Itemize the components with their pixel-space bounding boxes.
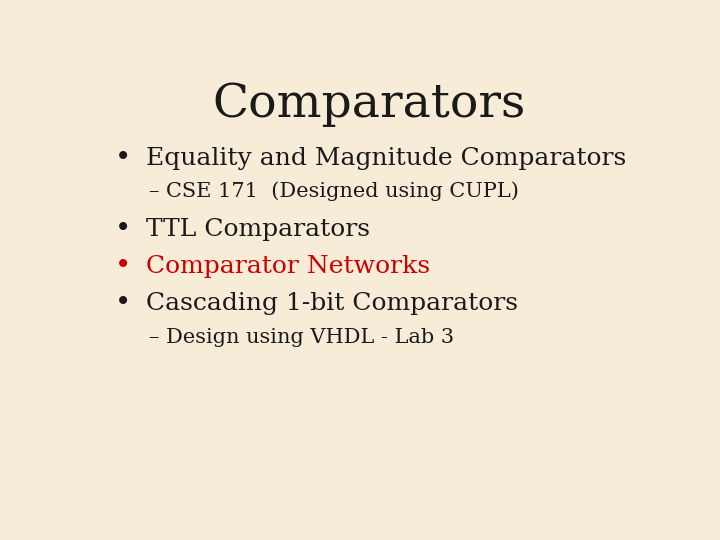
Text: Equality and Magnitude Comparators: Equality and Magnitude Comparators [145,147,626,170]
Text: •: • [115,253,132,280]
Text: Cascading 1-bit Comparators: Cascading 1-bit Comparators [145,292,518,315]
Text: Comparator Networks: Comparator Networks [145,255,430,278]
Text: – CSE 171  (Designed using CUPL): – CSE 171 (Designed using CUPL) [148,182,518,201]
Text: – Design using VHDL - Lab 3: – Design using VHDL - Lab 3 [148,328,454,347]
Text: •: • [115,291,132,318]
Text: •: • [115,145,132,172]
Text: TTL Comparators: TTL Comparators [145,218,370,240]
Text: Comparators: Comparators [212,82,526,127]
Text: •: • [115,215,132,242]
